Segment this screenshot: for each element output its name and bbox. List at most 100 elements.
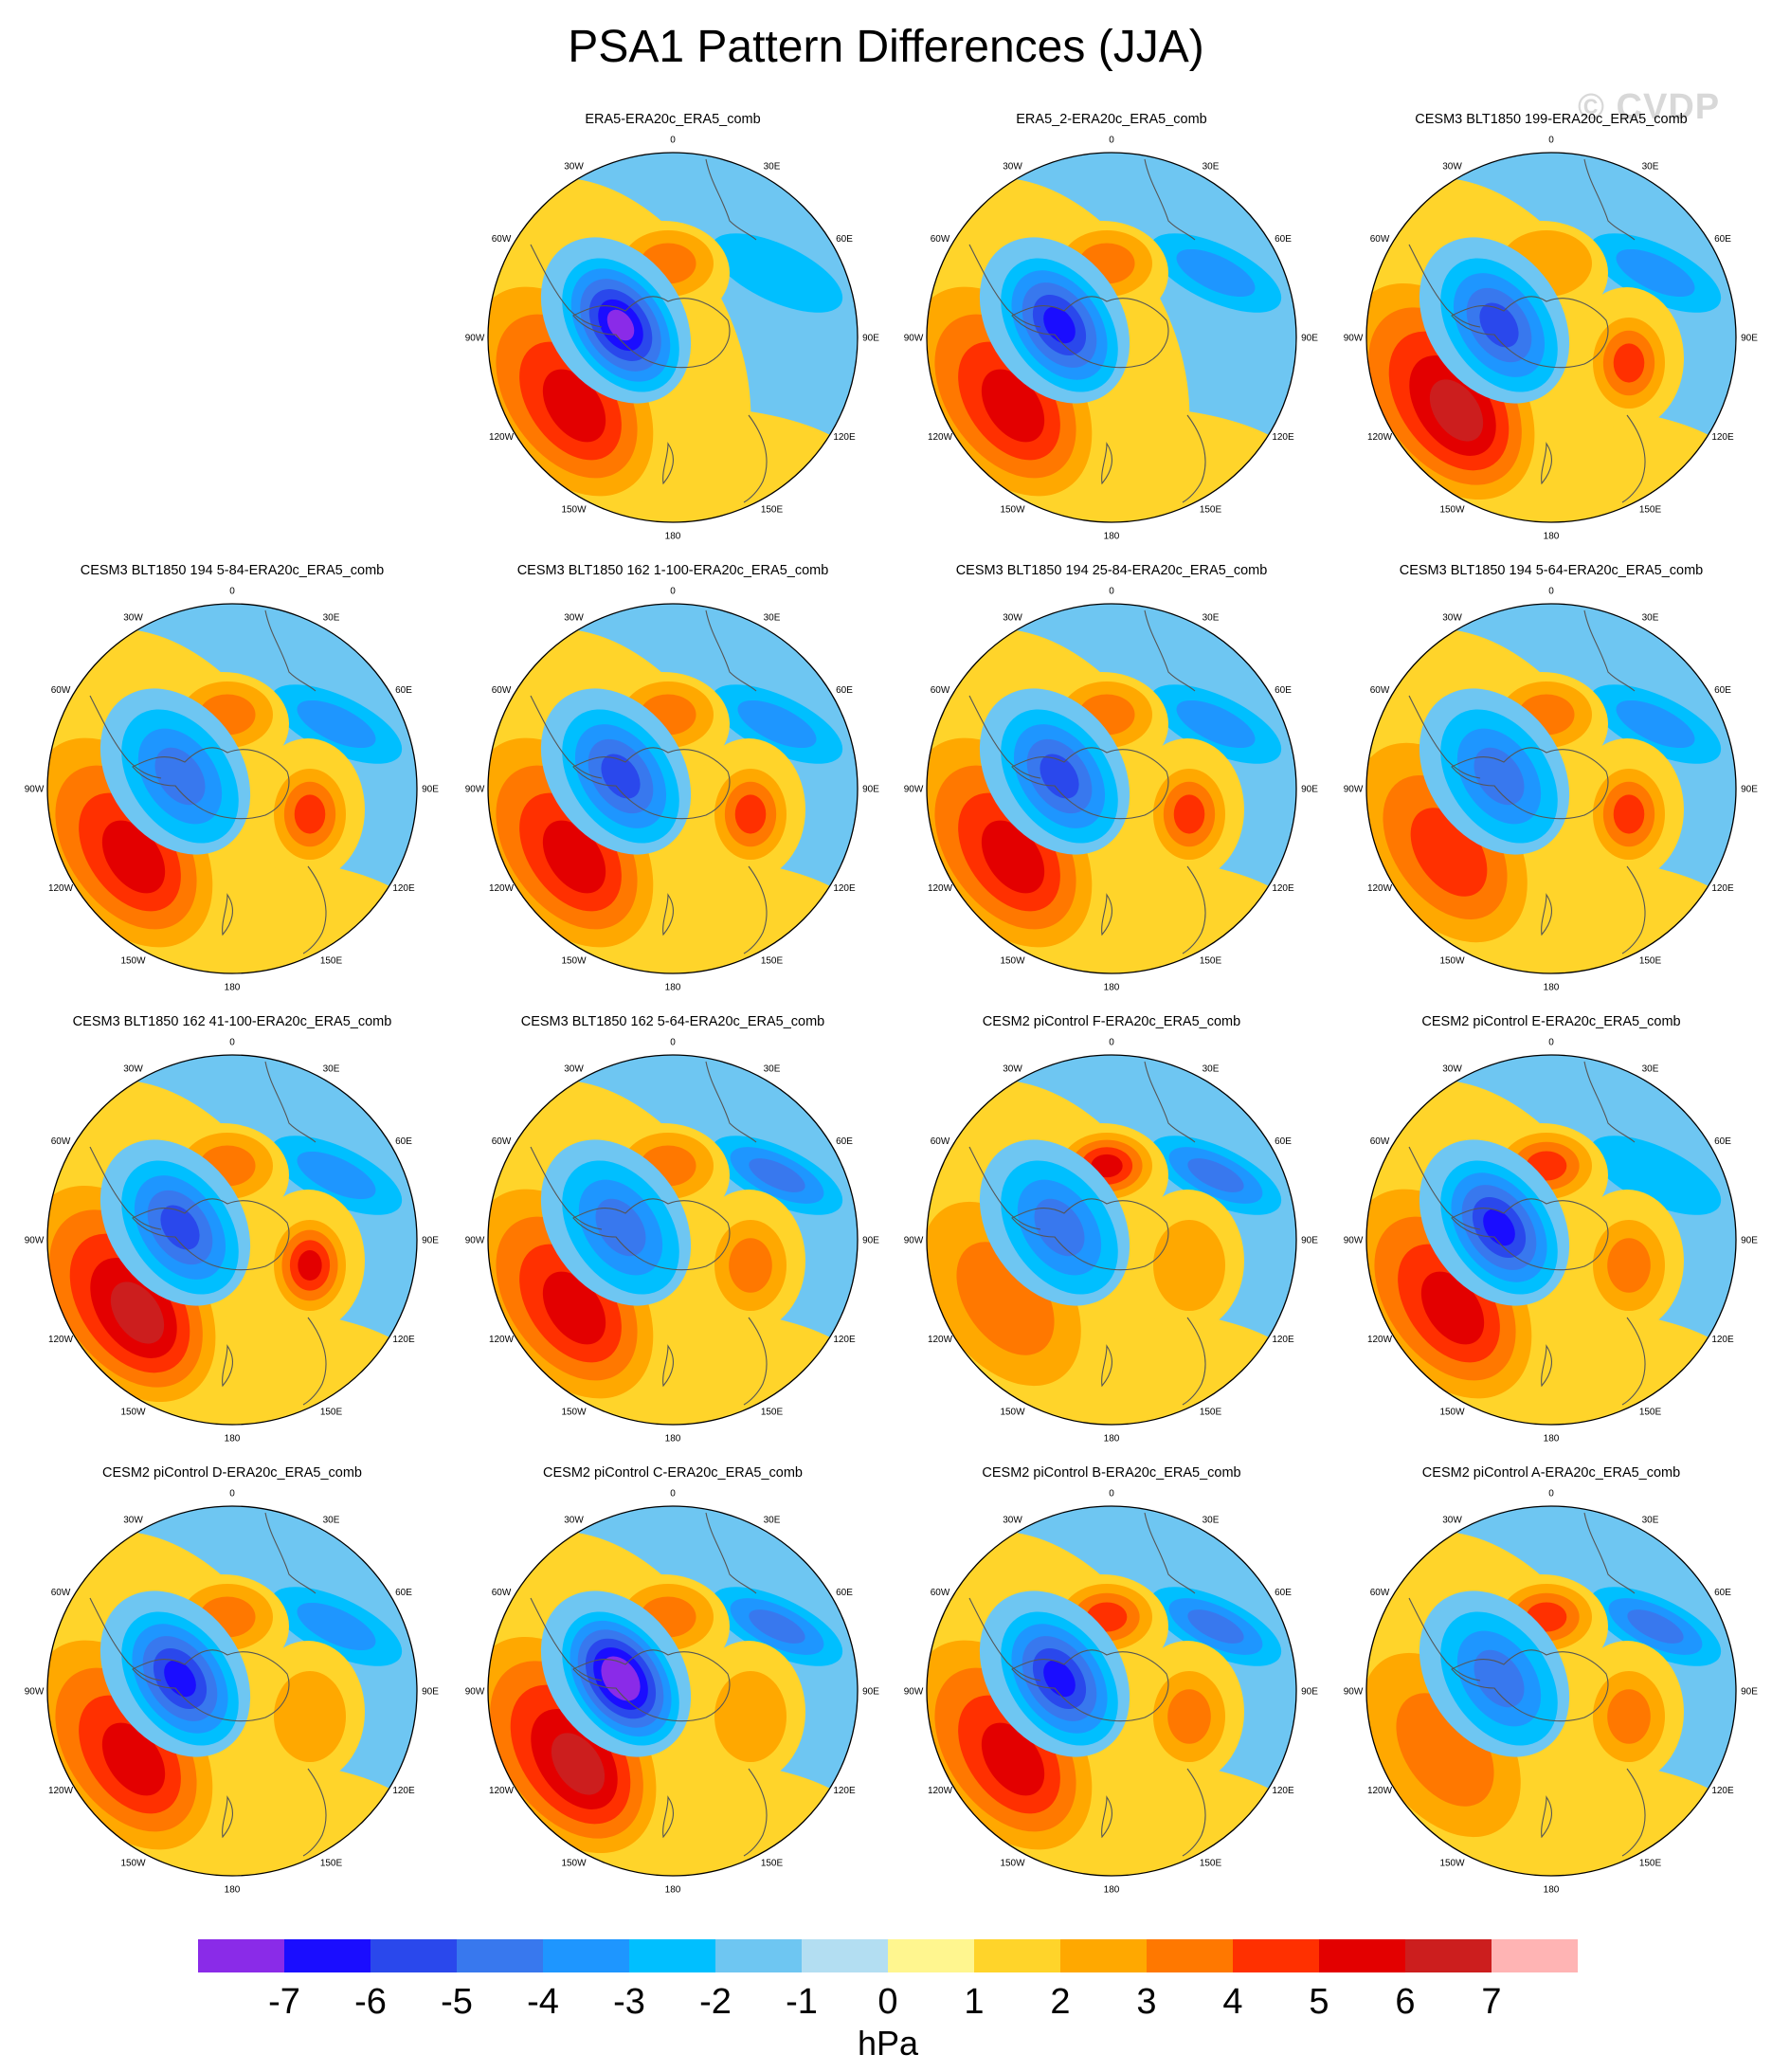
lon-label: 90E bbox=[862, 785, 879, 795]
negative-anomaly-contour bbox=[1187, 1609, 1244, 1644]
colorbar-tick-label: 1 bbox=[964, 1982, 984, 2022]
lon-label: 150W bbox=[120, 1858, 146, 1868]
lon-label: 30E bbox=[764, 613, 781, 624]
lon-label: 60E bbox=[1275, 1136, 1292, 1147]
lon-label: 120E bbox=[1272, 432, 1294, 443]
coastline-australia bbox=[302, 1768, 327, 1857]
lon-label: 180 bbox=[1544, 532, 1560, 542]
lon-label: 60W bbox=[51, 1588, 71, 1598]
lon-label: 120E bbox=[1272, 1786, 1294, 1796]
panel-title: CESM2 piControl A-ERA20c_ERA5_comb bbox=[1421, 1465, 1681, 1481]
coastline-south-america bbox=[530, 244, 603, 328]
lon-label: 150W bbox=[561, 1858, 587, 1868]
lon-label: 180 bbox=[1544, 983, 1560, 993]
lon-label: 60W bbox=[1370, 685, 1390, 696]
lon-label: 30W bbox=[1003, 613, 1022, 624]
colorbar-tick-label: 5 bbox=[1309, 1982, 1329, 2022]
negative-anomaly-contour bbox=[1627, 1609, 1684, 1644]
coastline-antarctica bbox=[1011, 747, 1169, 820]
negative-anomaly-contour bbox=[608, 1664, 633, 1693]
lon-label: 150W bbox=[1000, 504, 1025, 515]
negative-anomaly-contour bbox=[1589, 1136, 1722, 1215]
coastline-new-zealand bbox=[1101, 1795, 1112, 1839]
watermark: © CVDP bbox=[1578, 87, 1721, 127]
colorbar-swatch bbox=[715, 1939, 802, 1972]
lon-label: 0 bbox=[670, 136, 676, 146]
polar-map: 0 30E 60E 90E 120E 150E 180 150W 120W 90W 60W 30W bbox=[465, 1489, 880, 1896]
negative-anomaly-contour bbox=[160, 1205, 200, 1250]
lon-label: 60E bbox=[1714, 234, 1731, 245]
positive-anomaly-contour bbox=[110, 1281, 165, 1344]
lon-label: 30E bbox=[1642, 613, 1659, 624]
map-border bbox=[46, 1505, 418, 1877]
lon-label: 150W bbox=[1000, 1858, 1025, 1868]
lon-label: 150E bbox=[1200, 1858, 1222, 1868]
colorbar-swatch bbox=[1405, 1939, 1492, 1972]
positive-anomaly-contour bbox=[1429, 379, 1484, 442]
lon-label: 90W bbox=[1344, 334, 1364, 344]
lon-label: 60W bbox=[492, 685, 512, 696]
lon-label: 150E bbox=[320, 1407, 343, 1417]
coastline-africa bbox=[1144, 609, 1196, 692]
lon-label: 180 bbox=[225, 983, 241, 993]
lon-label: 60W bbox=[492, 234, 512, 245]
coastline-new-zealand bbox=[1541, 1795, 1552, 1839]
coastline-australia bbox=[1621, 1768, 1646, 1857]
coastline-antarctica bbox=[132, 1649, 290, 1722]
coastline-africa bbox=[705, 1061, 757, 1143]
lon-label: 180 bbox=[1544, 1434, 1560, 1445]
polar-map: 0 30E 60E 90E 120E 150E 180 150W 120W 90W 60W 30W bbox=[904, 1489, 1319, 1896]
positive-anomaly-contour bbox=[101, 820, 166, 894]
coastline-antarctica bbox=[1451, 747, 1609, 820]
lon-label: 120E bbox=[1272, 1335, 1294, 1345]
lon-label: 150W bbox=[1000, 955, 1025, 966]
polar-map: 0 30E 60E 90E 120E 150E 180 150W 120W 90W 60W 30W bbox=[1344, 587, 1759, 993]
lon-label: 30E bbox=[1202, 1064, 1220, 1075]
polar-map: 0 30E 60E 90E 120E 150E 180 150W 120W 90W 60W 30W bbox=[465, 587, 880, 993]
lon-label: 180 bbox=[225, 1885, 241, 1896]
lon-label: 90E bbox=[1741, 334, 1758, 344]
positive-anomaly-contour bbox=[981, 369, 1045, 443]
lon-label: 150E bbox=[1639, 504, 1662, 515]
map-panel: CESM3 BLT1850 194 25-84-ERA20c_ERA5_comb… bbox=[904, 563, 1319, 999]
lon-label: 90E bbox=[422, 1687, 439, 1698]
lon-label: 60W bbox=[51, 1136, 71, 1147]
lon-label: 180 bbox=[1104, 1885, 1120, 1896]
coastline-new-zealand bbox=[222, 1344, 233, 1388]
negative-anomaly-contour bbox=[1616, 700, 1695, 749]
coastline-south-america bbox=[530, 695, 603, 779]
coastline-antarctica bbox=[1011, 1198, 1169, 1271]
negative-anomaly-contour bbox=[1176, 248, 1256, 298]
lon-label: 180 bbox=[1104, 1434, 1120, 1445]
coastline-antarctica bbox=[1451, 296, 1609, 369]
coastline-australia bbox=[743, 1317, 768, 1406]
lon-label: 120W bbox=[1367, 1786, 1393, 1796]
lon-label: 120E bbox=[1711, 432, 1734, 443]
figure-title: PSA1 Pattern Differences (JJA) bbox=[568, 22, 1204, 72]
lon-label: 120E bbox=[392, 883, 415, 894]
lon-label: 90W bbox=[904, 785, 924, 795]
lon-label: 180 bbox=[665, 983, 681, 993]
lon-label: 150E bbox=[761, 1407, 784, 1417]
polar-map: 0 30E 60E 90E 120E 150E 180 150W 120W 90W 60W 30W bbox=[904, 1038, 1319, 1445]
lon-label: 60W bbox=[931, 1136, 950, 1147]
coastline-australia bbox=[302, 1317, 327, 1406]
colorbar-tick-label: 3 bbox=[1136, 1982, 1156, 2022]
lon-label: 30E bbox=[323, 1064, 340, 1075]
lon-label: 150E bbox=[1639, 1858, 1662, 1868]
lon-label: 180 bbox=[665, 1885, 681, 1896]
lon-label: 90E bbox=[862, 334, 879, 344]
colorbar-swatch bbox=[888, 1939, 974, 1972]
colorbar-tick-label: -5 bbox=[441, 1982, 473, 2022]
lon-label: 0 bbox=[229, 587, 235, 597]
polar-map: 0 30E 60E 90E 120E 150E 180 150W 120W 90W 60W 30W bbox=[465, 1038, 880, 1445]
colorbar-swatch bbox=[457, 1939, 543, 1972]
lon-label: 120W bbox=[48, 883, 74, 894]
coastline-africa bbox=[705, 158, 757, 241]
coastline-new-zealand bbox=[1101, 893, 1112, 936]
coastline-south-america bbox=[530, 1146, 603, 1230]
lon-label: 30W bbox=[1003, 1516, 1022, 1526]
polar-map: 0 30E 60E 90E 120E 150E 180 150W 120W 90W 60W 30W bbox=[25, 1038, 440, 1445]
map-panel: CESM2 piControl A-ERA20c_ERA5_comb 0 30E 60… bbox=[1344, 1465, 1759, 1901]
lon-label: 0 bbox=[1109, 136, 1114, 146]
